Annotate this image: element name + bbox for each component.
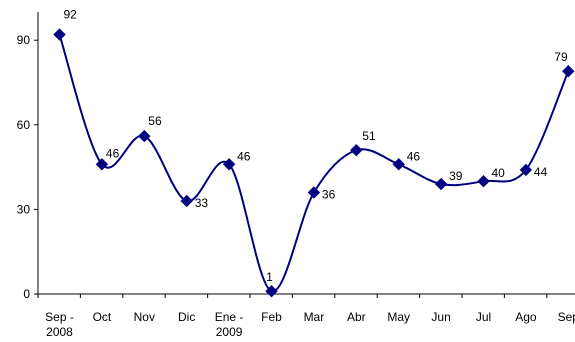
data-label: 44 <box>534 165 548 179</box>
data-point-marker <box>180 194 193 208</box>
data-point-marker <box>350 143 363 157</box>
data-point-marker <box>95 158 109 171</box>
x-tick-label: Oct <box>93 310 112 324</box>
axes <box>37 12 575 295</box>
x-tick-label: Ene -2009 <box>215 310 244 339</box>
data-label: 51 <box>362 129 376 143</box>
data-point-marker <box>138 129 151 143</box>
data-label: 92 <box>64 8 78 22</box>
data-label: 36 <box>322 187 336 201</box>
x-tick-label: Mar <box>304 310 325 324</box>
data-point-marker <box>222 158 236 171</box>
data-label: 56 <box>148 114 162 128</box>
data-point-marker <box>392 158 405 171</box>
data-label: 46 <box>106 146 120 160</box>
x-tick-label: Dic <box>178 310 195 324</box>
data-label: 40 <box>492 166 506 180</box>
data-point-marker <box>53 28 66 41</box>
y-tick-label: 60 <box>17 118 31 132</box>
x-tick-label: Jul <box>476 310 491 324</box>
data-label: 33 <box>195 196 209 210</box>
series-group <box>53 28 575 298</box>
x-tick-label: Feb <box>261 310 282 324</box>
x-axis-ticks: Sep -2008 Oct Nov Dic Ene -2009 Feb Mar Abr May J… <box>37 294 575 339</box>
data-label: 46 <box>407 149 421 163</box>
y-axis-ticks: 0 30 60 90 <box>17 33 38 301</box>
x-tick-label: Nov <box>134 310 155 324</box>
data-point-marker <box>265 284 278 298</box>
x-tick-label: Ago <box>515 310 537 324</box>
data-label: 46 <box>237 149 251 163</box>
data-label: 79 <box>554 50 568 64</box>
x-tick-label: May <box>387 310 410 324</box>
y-tick-label: 0 <box>23 287 30 301</box>
data-point-marker <box>519 163 533 177</box>
data-point-marker <box>477 174 490 188</box>
x-tick-label: Sep -2008 <box>45 310 74 339</box>
series-line <box>58 34 570 293</box>
y-tick-label: 90 <box>17 33 31 47</box>
data-point-marker <box>307 186 321 199</box>
x-tick-label: Abr <box>347 310 366 324</box>
data-label: 1 <box>266 270 273 284</box>
data-point-marker <box>562 65 575 78</box>
x-tick-label: Jun <box>431 310 450 324</box>
data-point-marker <box>434 177 448 191</box>
y-tick-label: 30 <box>17 202 31 216</box>
x-tick-label: Sep <box>558 310 575 324</box>
data-label: 39 <box>449 169 463 183</box>
data-labels: 92 46 56 33 46 1 36 51 46 39 40 44 79 <box>64 8 568 285</box>
